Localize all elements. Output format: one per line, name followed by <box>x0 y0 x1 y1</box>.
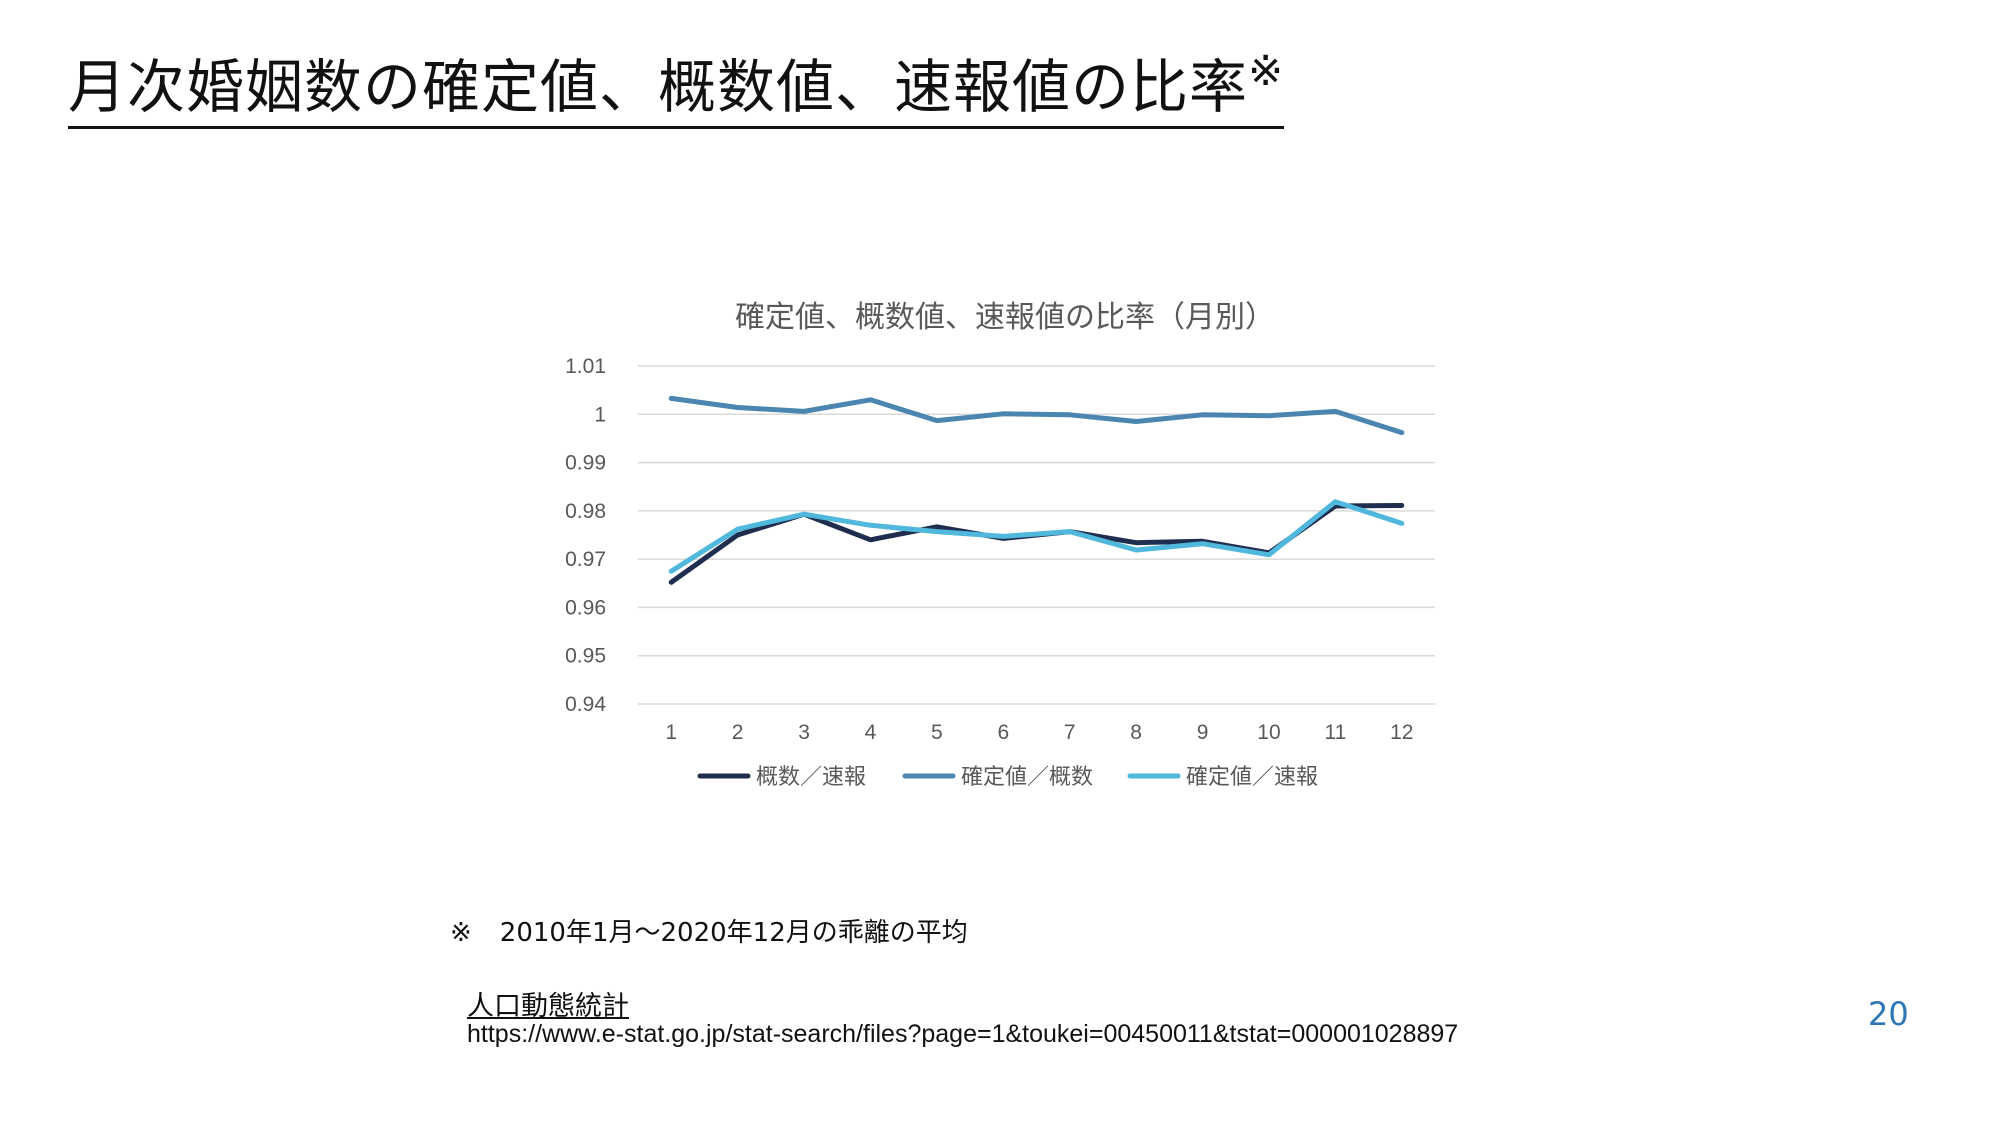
x-tick-label: 9 <box>1197 721 1209 744</box>
y-tick-label: 0.98 <box>565 500 606 523</box>
legend-label-3: 確定値／速報 <box>1186 765 1318 790</box>
y-tick-label: 1.01 <box>565 355 606 378</box>
x-tick-label: 8 <box>1130 721 1142 744</box>
x-tick-label: 1 <box>665 721 677 744</box>
y-tick-label: 1 <box>594 403 606 426</box>
x-tick-label: 5 <box>931 721 943 744</box>
x-tick-label: 10 <box>1257 721 1280 744</box>
series-line-2 <box>668 395 1405 436</box>
legend-label-1: 概数／速報 <box>756 765 866 790</box>
legend-label-2: 確定値／概数 <box>961 765 1093 790</box>
y-tick-label: 0.99 <box>565 452 606 475</box>
x-tick-label: 12 <box>1390 721 1413 744</box>
source-url[interactable]: https://www.e-stat.go.jp/stat-search/fil… <box>467 1020 1459 1048</box>
x-tick-label: 7 <box>1064 721 1076 744</box>
y-tick-label: 0.97 <box>565 548 606 571</box>
slide-title: 月次婚姻数の確定値、概数値、速報値の比率※ <box>68 40 1285 129</box>
y-tick-label: 0.94 <box>565 693 606 716</box>
footnote-text: 2010年1月～2020年12月の乖離の平均 <box>499 918 968 948</box>
x-tick-label: 4 <box>865 721 877 744</box>
footnote-symbol: ※ <box>450 918 472 948</box>
x-tick-label: 11 <box>1324 721 1346 744</box>
series-line-3 <box>668 499 1405 574</box>
page-number: 20 <box>1868 995 1909 1033</box>
source-label[interactable]: 人口動態統計 <box>467 991 629 1022</box>
chart-container: 確定値、概数値、速報値の比率（月別） 0.94 0.95 0.96 0.97 0.98 0… <box>540 270 1470 830</box>
x-tick-label: 6 <box>997 721 1009 744</box>
y-tick-label: 0.96 <box>565 596 606 619</box>
footnote: ※ 2010年1月～2020年12月の乖離の平均 <box>450 912 968 949</box>
y-tick-label: 0.95 <box>565 645 606 668</box>
title-reference-mark: ※ <box>1248 46 1285 95</box>
slide-title-text: 月次婚姻数の確定値、概数値、速報値の比率 <box>68 53 1249 121</box>
x-tick-label: 3 <box>798 721 810 744</box>
x-tick-label: 2 <box>732 721 744 744</box>
chart-title: 確定値、概数値、速報値の比率（月別） <box>735 300 1275 335</box>
